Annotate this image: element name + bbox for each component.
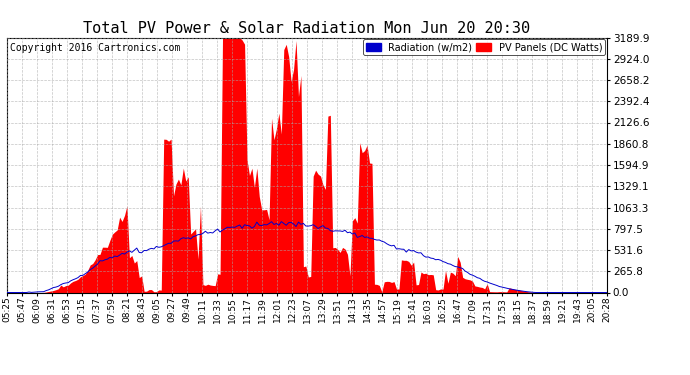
Legend: Radiation (w/m2), PV Panels (DC Watts): Radiation (w/m2), PV Panels (DC Watts): [363, 39, 605, 55]
Title: Total PV Power & Solar Radiation Mon Jun 20 20:30: Total PV Power & Solar Radiation Mon Jun…: [83, 21, 531, 36]
Text: Copyright 2016 Cartronics.com: Copyright 2016 Cartronics.com: [10, 43, 180, 52]
